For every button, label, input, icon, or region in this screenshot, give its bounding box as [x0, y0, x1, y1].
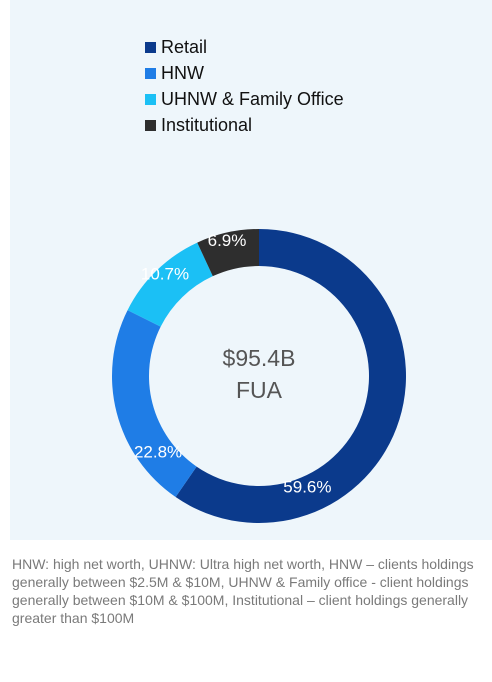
data-label: 59.6% [283, 477, 331, 496]
donut-segment [197, 229, 259, 277]
legend-label: Retail [161, 37, 207, 57]
chart: Retail HNW UHNW & Family Office Institution… [112, 37, 407, 523]
data-label: 10.7% [141, 264, 189, 283]
legend-swatch [145, 42, 156, 53]
data-label: 6.9% [208, 231, 247, 250]
data-label: 22.8% [134, 443, 182, 462]
chart-panel [10, 0, 492, 540]
legend-label: UHNW & Family Office [161, 89, 344, 109]
legend-swatch [145, 120, 156, 131]
center-text: FUA [236, 377, 283, 403]
legend-swatch [145, 68, 156, 79]
donut-segment [112, 310, 197, 498]
center-text: $95.4B [223, 345, 296, 371]
legend-label: Institutional [161, 115, 252, 135]
donut-segment [175, 229, 407, 523]
footnote: HNW: high net worth, UHNW: Ultra high ne… [12, 555, 492, 627]
legend-label: HNW [161, 63, 204, 83]
legend-swatch [145, 94, 156, 105]
footnote-text: HNW: high net worth, UHNW: Ultra high ne… [12, 556, 474, 626]
donut-segment [127, 242, 213, 327]
